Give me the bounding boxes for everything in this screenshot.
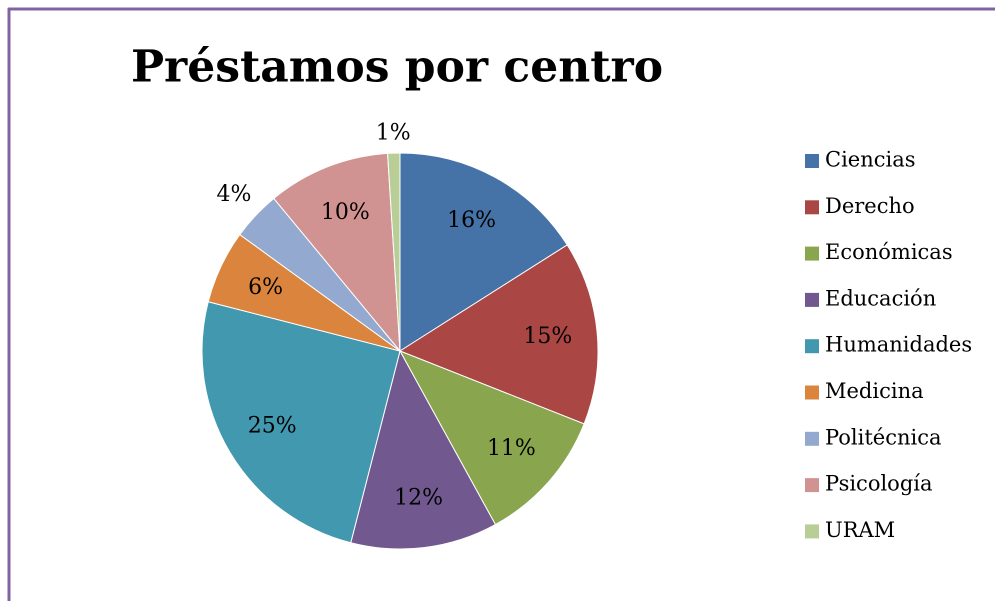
data-label: 6%	[248, 275, 283, 300]
legend-label: Politécnica	[825, 425, 942, 449]
legend-label: Educación	[825, 286, 936, 310]
legend-label: Económicas	[825, 240, 953, 264]
data-label: 25%	[248, 414, 297, 439]
legend-swatch	[805, 431, 819, 446]
legend-swatch	[805, 292, 819, 307]
pie-slice	[387, 152, 401, 352]
legend-swatch	[805, 339, 819, 354]
pie-slice	[273, 152, 401, 353]
pie-slice	[398, 350, 585, 526]
legend-swatch	[805, 478, 819, 493]
legend-label: Derecho	[825, 194, 915, 218]
data-label: 4%	[217, 182, 252, 207]
legend-swatch	[805, 154, 819, 168]
data-label: 1%	[376, 120, 411, 145]
data-label: 16%	[447, 208, 496, 233]
legend-label: URAM	[825, 518, 895, 542]
pie-slice	[201, 301, 401, 544]
pie-slice	[398, 244, 599, 425]
data-label: 12%	[394, 485, 443, 510]
data-label: 10%	[321, 200, 370, 225]
pie-slice	[399, 152, 568, 352]
legend-swatch	[805, 246, 819, 261]
legend-swatch	[805, 200, 819, 215]
legend-swatch	[805, 385, 819, 400]
legend-label: Medicina	[825, 379, 924, 403]
legend-label: Ciencias	[825, 148, 916, 172]
data-label: 11%	[487, 436, 536, 461]
legend-swatch	[805, 524, 819, 539]
data-label: 15%	[523, 324, 572, 349]
legend-label: Humanidades	[825, 333, 972, 357]
legend-label: Psicología	[825, 472, 933, 496]
chart-title: Préstamos por centro	[131, 42, 663, 93]
pie-slice	[350, 349, 497, 550]
